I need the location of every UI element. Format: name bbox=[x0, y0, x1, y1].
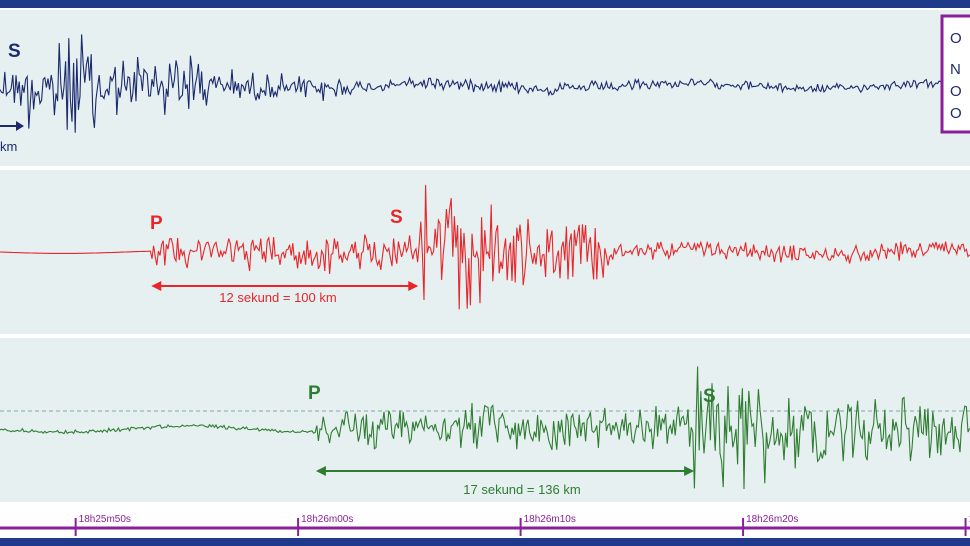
time-tick-label: 18h26m00s bbox=[301, 514, 353, 525]
trace-line-1 bbox=[0, 34, 970, 133]
series-3-s-label: S bbox=[703, 386, 716, 407]
legend-line-1: O bbox=[950, 30, 962, 47]
trace-line-2 bbox=[0, 184, 970, 310]
top-border bbox=[0, 0, 970, 8]
series-2-p-label: P bbox=[150, 213, 163, 234]
series-2-s-label: S bbox=[390, 207, 403, 228]
time-tick-label: 18h26m10s bbox=[524, 514, 576, 525]
bottom-border bbox=[0, 538, 970, 546]
interval-arrowhead-right bbox=[408, 281, 419, 291]
trace-line-3 bbox=[0, 366, 970, 490]
series-1-s-label: S bbox=[8, 41, 21, 62]
legend-line-3: O bbox=[950, 83, 962, 100]
series-1-arrow-head bbox=[16, 121, 24, 131]
legend-line-2: N bbox=[950, 61, 961, 78]
panel-2-background bbox=[0, 170, 970, 334]
series-2-interval-label: 12 sekund = 100 km bbox=[219, 290, 336, 305]
time-tick-label: 18h26 bbox=[969, 514, 970, 525]
interval-arrowhead-right bbox=[684, 466, 695, 476]
series-3-interval-label: 17 sekund = 136 km bbox=[463, 482, 580, 497]
interval-arrowhead-left bbox=[315, 466, 326, 476]
panel-3-background bbox=[0, 338, 970, 502]
series-3-interval-arrow bbox=[315, 466, 695, 476]
time-tick-label: 18h25m50s bbox=[79, 514, 131, 525]
time-tick-label: 18h26m20s bbox=[746, 514, 798, 525]
series-2-interval-arrow bbox=[151, 281, 419, 291]
series-1-km-label: km bbox=[0, 139, 17, 154]
trace-series-3 bbox=[0, 366, 970, 490]
trace-series-1 bbox=[0, 34, 970, 133]
legend-box bbox=[940, 14, 970, 134]
trace-series-2 bbox=[0, 184, 970, 310]
interval-arrowhead-left bbox=[151, 281, 162, 291]
time-axis-ticks: 18h25m50s 18h26m00s 18h26m10s 18h26m20s 18h2… bbox=[74, 514, 970, 536]
series-3-p-label: P bbox=[308, 383, 321, 404]
legend-line-4: O bbox=[950, 105, 962, 122]
